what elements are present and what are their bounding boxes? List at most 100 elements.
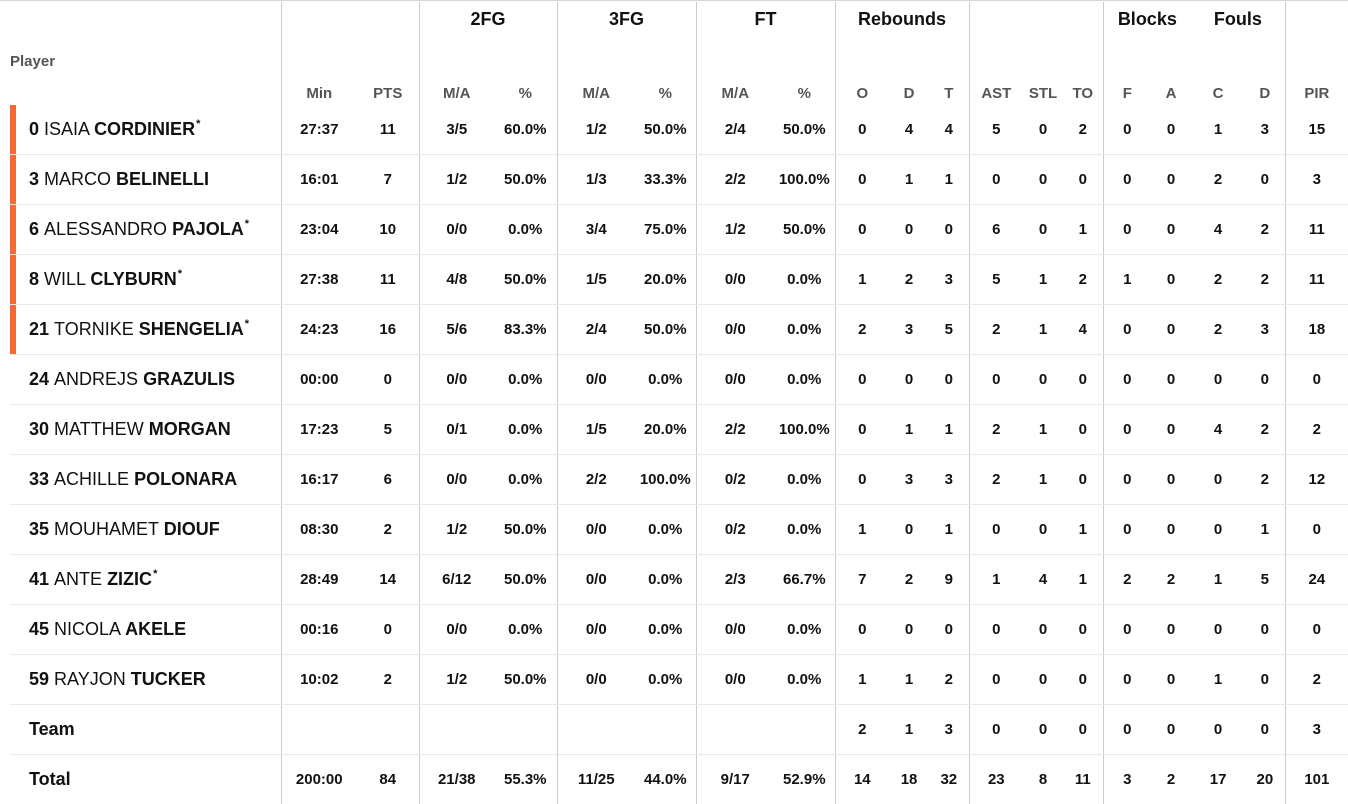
col-stl[interactable]: STL xyxy=(1023,37,1063,105)
col-to[interactable]: TO xyxy=(1063,37,1103,105)
reb-o-cell: 1 xyxy=(835,505,889,555)
reb-o-cell: 0 xyxy=(835,455,889,505)
box-score-table: 2FG 3FG FT Rebounds Blocks Fouls Player … xyxy=(10,2,1348,804)
col-3fg-pct[interactable]: % xyxy=(635,37,696,105)
fg3-ma-cell: 1/2 xyxy=(557,105,635,155)
starter-marker xyxy=(10,205,16,254)
total-label: Total xyxy=(10,755,281,804)
blk-a-cell: 0 xyxy=(1151,355,1191,405)
col-pir[interactable]: PIR xyxy=(1285,37,1348,105)
starter-asterisk: * xyxy=(196,118,200,130)
fg3-ma-cell: 2/4 xyxy=(557,305,635,355)
pts-cell: 11 xyxy=(357,255,419,305)
fg2-pct-cell: 0.0% xyxy=(494,405,557,455)
fg3-ma-cell: 0/0 xyxy=(557,655,635,705)
blk-a-cell: 0 xyxy=(1151,455,1191,505)
col-foul-d[interactable]: D xyxy=(1245,37,1285,105)
pir-cell: 11 xyxy=(1285,255,1348,305)
ft-ma-cell: 0/2 xyxy=(696,455,774,505)
col-foul-c[interactable]: C xyxy=(1191,37,1245,105)
blk-f-cell: 2 xyxy=(1103,555,1151,605)
blk-f-cell: 0 xyxy=(1103,155,1151,205)
col-3fg-ma[interactable]: M/A xyxy=(557,37,635,105)
min-cell: 16:17 xyxy=(281,455,357,505)
player-name-link[interactable]: WILL CLYBURN* xyxy=(44,269,182,289)
col-2fg-ma[interactable]: M/A xyxy=(419,37,494,105)
min-cell: 23:04 xyxy=(281,205,357,255)
player-name-link[interactable]: RAYJON TUCKER xyxy=(54,669,206,689)
fg2-pct-cell: 50.0% xyxy=(494,255,557,305)
player-last-name: GRAZULIS xyxy=(143,369,235,389)
col-pts[interactable]: PTS xyxy=(357,37,419,105)
col-reb-o[interactable]: O xyxy=(835,37,889,105)
player-name-link[interactable]: MATTHEW MORGAN xyxy=(54,419,231,439)
player-name-link[interactable]: ALESSANDRO PAJOLA* xyxy=(44,219,249,239)
blk-a-cell: 0 xyxy=(1151,655,1191,705)
player-name-link[interactable]: ANTE ZIZIC* xyxy=(54,569,157,589)
pts-cell: 2 xyxy=(357,655,419,705)
col-blk-a[interactable]: A xyxy=(1151,37,1191,105)
group-spacer xyxy=(969,2,1103,37)
stl-cell: 8 xyxy=(1023,755,1063,804)
col-ft-pct[interactable]: % xyxy=(774,37,835,105)
starter-asterisk: * xyxy=(245,218,249,230)
pir-cell: 0 xyxy=(1285,505,1348,555)
fg3-pct-cell: 50.0% xyxy=(635,105,696,155)
ft-pct-cell: 0.0% xyxy=(774,505,835,555)
fg2-pct-cell: 50.0% xyxy=(494,655,557,705)
col-reb-d[interactable]: D xyxy=(889,37,929,105)
player-name-link[interactable]: ANDREJS GRAZULIS xyxy=(54,369,235,389)
player-first-name: NICOLA xyxy=(54,619,120,639)
blk-a-cell: 0 xyxy=(1151,305,1191,355)
reb-o-cell: 1 xyxy=(835,655,889,705)
col-ft-ma[interactable]: M/A xyxy=(696,37,774,105)
ast-cell: 0 xyxy=(969,705,1023,755)
ast-cell: 2 xyxy=(969,305,1023,355)
player-name-link[interactable]: MARCO BELINELLI xyxy=(44,169,209,189)
player-name-link[interactable]: ISAIA CORDINIER* xyxy=(44,119,200,139)
fg2-pct-cell xyxy=(494,705,557,755)
col-reb-t[interactable]: T xyxy=(929,37,969,105)
player-last-name: ZIZIC xyxy=(107,569,152,589)
col-2fg-pct[interactable]: % xyxy=(494,37,557,105)
blk-a-cell: 0 xyxy=(1151,205,1191,255)
col-player[interactable]: Player xyxy=(10,37,281,105)
reb-t-cell: 0 xyxy=(929,605,969,655)
player-number: 45 xyxy=(29,619,49,639)
player-name-link[interactable]: NICOLA AKELE xyxy=(54,619,186,639)
player-name-link[interactable]: TORNIKE SHENGELIA* xyxy=(54,319,249,339)
fg3-pct-cell: 0.0% xyxy=(635,605,696,655)
pir-cell: 3 xyxy=(1285,705,1348,755)
starter-marker xyxy=(10,255,16,304)
player-name-link[interactable]: MOUHAMET DIOUF xyxy=(54,519,220,539)
pts-cell: 84 xyxy=(357,755,419,804)
col-ast[interactable]: AST xyxy=(969,37,1023,105)
foul-c-cell: 1 xyxy=(1191,555,1245,605)
fg3-ma-cell xyxy=(557,705,635,755)
to-cell: 0 xyxy=(1063,455,1103,505)
pts-cell: 0 xyxy=(357,355,419,405)
pir-cell: 15 xyxy=(1285,105,1348,155)
fg2-pct-cell: 50.0% xyxy=(494,555,557,605)
blk-a-cell: 0 xyxy=(1151,605,1191,655)
min-cell: 00:00 xyxy=(281,355,357,405)
col-min[interactable]: Min xyxy=(281,37,357,105)
pts-cell: 2 xyxy=(357,505,419,555)
starter-marker xyxy=(10,105,16,154)
col-blk-f[interactable]: F xyxy=(1103,37,1151,105)
foul-d-cell: 0 xyxy=(1245,655,1285,705)
ft-ma-cell: 0/0 xyxy=(696,255,774,305)
player-name-link[interactable]: ACHILLE POLONARA xyxy=(54,469,237,489)
reb-d-cell: 0 xyxy=(889,205,929,255)
ast-cell: 0 xyxy=(969,655,1023,705)
foul-d-cell: 0 xyxy=(1245,155,1285,205)
player-number: 33 xyxy=(29,469,49,489)
